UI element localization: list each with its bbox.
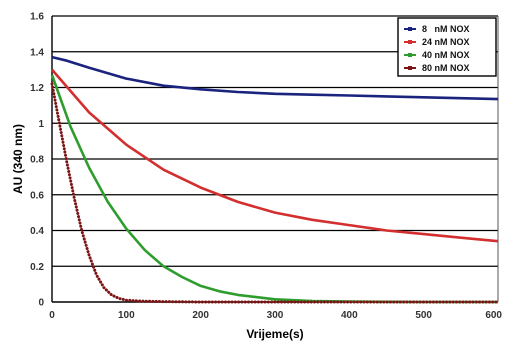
x-tick-labels: 0 100 200 300 400 500 600 [49,310,502,321]
legend-marker [408,40,412,44]
legend-box [397,17,497,77]
legend-label: 8 nM NOX [422,24,470,34]
x-tick-label: 200 [192,310,209,321]
y-tick-label: 1.6 [30,12,44,23]
y-tick-label: 1 [38,119,44,130]
y-tick-label: 0.2 [30,262,44,273]
plot-border [51,16,499,302]
series-line [50,74,498,304]
x-tick-label: 300 [267,310,284,321]
legend-marker [408,27,412,31]
legend-marker [408,66,412,70]
y-tick-label: 0.6 [30,190,44,201]
series-group [50,55,500,304]
x-tick-label: 0 [49,310,55,321]
y-tick-label: 1.4 [30,47,44,58]
y-tick-label: 0.4 [30,226,44,237]
x-tick-label: 400 [341,310,358,321]
legend-marker [408,53,412,57]
y-axis-title: AU (340 nm) [11,124,25,194]
y-tick-label: 1.2 [30,83,44,94]
series-line [50,82,500,304]
y-tick-labels: 0 0.2 0.4 0.6 0.8 1 1.2 1.4 1.6 [30,12,44,309]
series-line [51,68,499,243]
x-axis-title: Vrijeme(s) [246,327,303,341]
y-tick-label: 0 [38,298,44,309]
legend: 8 nM NOX 24 nM NOX 40 nM NOX 80 nM NOX [397,17,497,77]
x-tick-label: 100 [118,310,135,321]
legend-label: 24 nM NOX [422,37,470,47]
legend-label: 40 nM NOX [422,50,470,60]
legend-label: 80 nM NOX [422,63,470,73]
x-tick-label: 600 [485,310,502,321]
x-tick-label: 500 [415,310,432,321]
y-tick-label: 0.8 [30,155,44,166]
series-line [51,55,499,101]
